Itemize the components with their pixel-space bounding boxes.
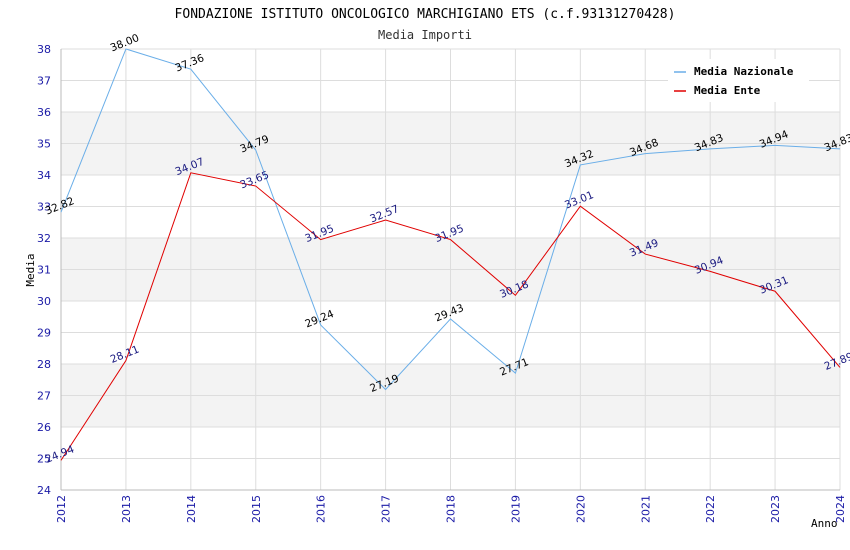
axes	[60, 49, 840, 491]
y-tick-label: 32	[37, 232, 51, 245]
x-tick-label: 2014	[185, 495, 198, 523]
y-tick-label: 29	[37, 327, 51, 340]
legend-box	[668, 59, 809, 102]
y-tick-label: 24	[37, 484, 51, 497]
y-axis-label: Media	[24, 253, 37, 286]
x-tick-label: 2021	[639, 495, 652, 523]
x-tick-label: 2022	[704, 495, 717, 523]
series-line-media-ente	[60, 172, 841, 461]
x-tick-label: 2020	[574, 495, 587, 523]
chart-title: FONDAZIONE ISTITUTO ONCOLOGICO MARCHIGIA…	[175, 7, 676, 22]
y-tick-label: 25	[37, 453, 51, 466]
x-axis-label: Anno	[811, 517, 838, 530]
x-tick-label: 2012	[55, 495, 68, 523]
chart-subtitle: Media Importi	[378, 28, 472, 42]
x-tick-label: 2017	[380, 495, 393, 523]
x-tick-label: 2013	[120, 495, 133, 523]
series-lines	[60, 48, 841, 461]
y-tick-label: 27	[37, 390, 51, 403]
x-tick-label: 2015	[250, 495, 263, 523]
y-tick-label: 33	[37, 201, 51, 214]
x-tick-label: 2016	[315, 495, 328, 523]
legend: Media Nazionale Media Ente	[668, 59, 809, 102]
y-tick-label: 36	[37, 106, 51, 119]
x-tick-labels: 2012 2013 2014 2015 2016 2017 2018 2019 2020 2021…	[55, 495, 847, 523]
x-tick-label: 2018	[445, 495, 458, 523]
x-tick-label: 2019	[509, 495, 522, 523]
y-tick-labels: 24 25 26 27 28 29 30 31 32 33 34 35 36 37 38	[37, 43, 51, 497]
x-tick-label: 2024	[834, 495, 847, 523]
x-tick-label: 2023	[769, 495, 782, 523]
y-tick-label: 30	[37, 295, 51, 308]
y-tick-label: 34	[37, 169, 51, 182]
y-tick-label: 38	[37, 43, 51, 56]
y-tick-label: 26	[37, 421, 51, 434]
legend-label-nazionale: Media Nazionale	[694, 65, 794, 78]
y-tick-label: 31	[37, 264, 51, 277]
legend-label-ente: Media Ente	[694, 84, 761, 97]
y-tick-label: 35	[37, 138, 51, 151]
y-tick-label: 37	[37, 75, 51, 88]
y-tick-label: 28	[37, 358, 51, 371]
series-line-media-nazionale	[60, 48, 841, 391]
